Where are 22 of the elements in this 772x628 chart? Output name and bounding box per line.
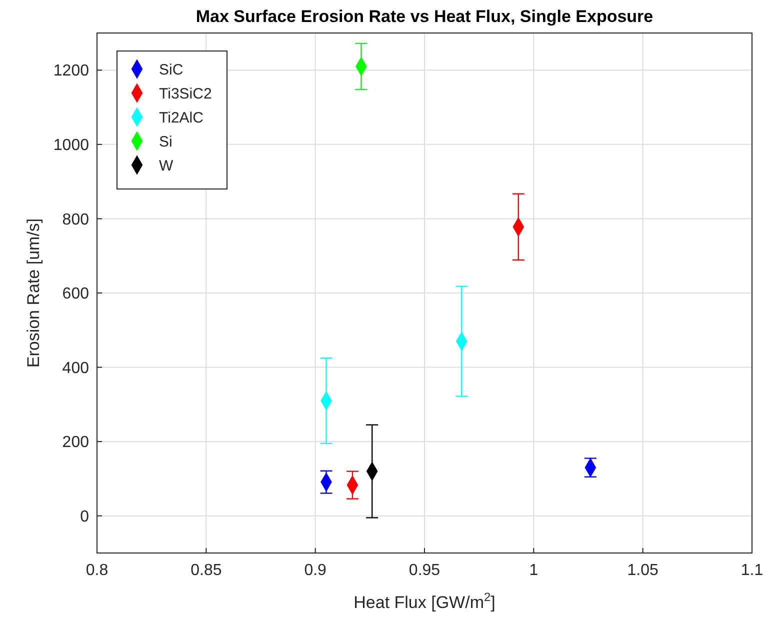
x-tick-label: 1.1 [740,562,764,579]
x-axis-title: Heat Flux [GW/m$^{2}$] [354,590,496,612]
legend-label: Ti3SiC2 [159,85,212,102]
y-tick-label: 800 [62,211,90,228]
legend-label: Ti2AlC [159,109,204,126]
y-tick-label: 0 [80,508,90,526]
legend-label: W [159,157,174,174]
y-tick-label: 200 [62,434,90,452]
x-tick-label: 0.95 [408,562,440,579]
x-tick-label: 0.8 [86,562,108,579]
legend-label: Si [159,133,172,150]
y-tick-label: 1000 [53,137,90,154]
chart-title: Max Surface Erosion Rate vs Heat Flux, Single Exposure [196,7,654,26]
y-tick-label: 1200 [53,62,90,80]
y-tick-label: 400 [62,360,90,377]
x-tick-label: 0.85 [190,562,222,579]
x-tick-label: 1.05 [627,562,659,579]
y-axis-title: Erosion Rate [um/s] [24,218,43,368]
legend-label: SiC [159,61,184,78]
y-tick-label: 600 [62,286,90,303]
x-tick-label: 1 [529,562,538,579]
x-tick-label: 0.9 [304,562,327,579]
